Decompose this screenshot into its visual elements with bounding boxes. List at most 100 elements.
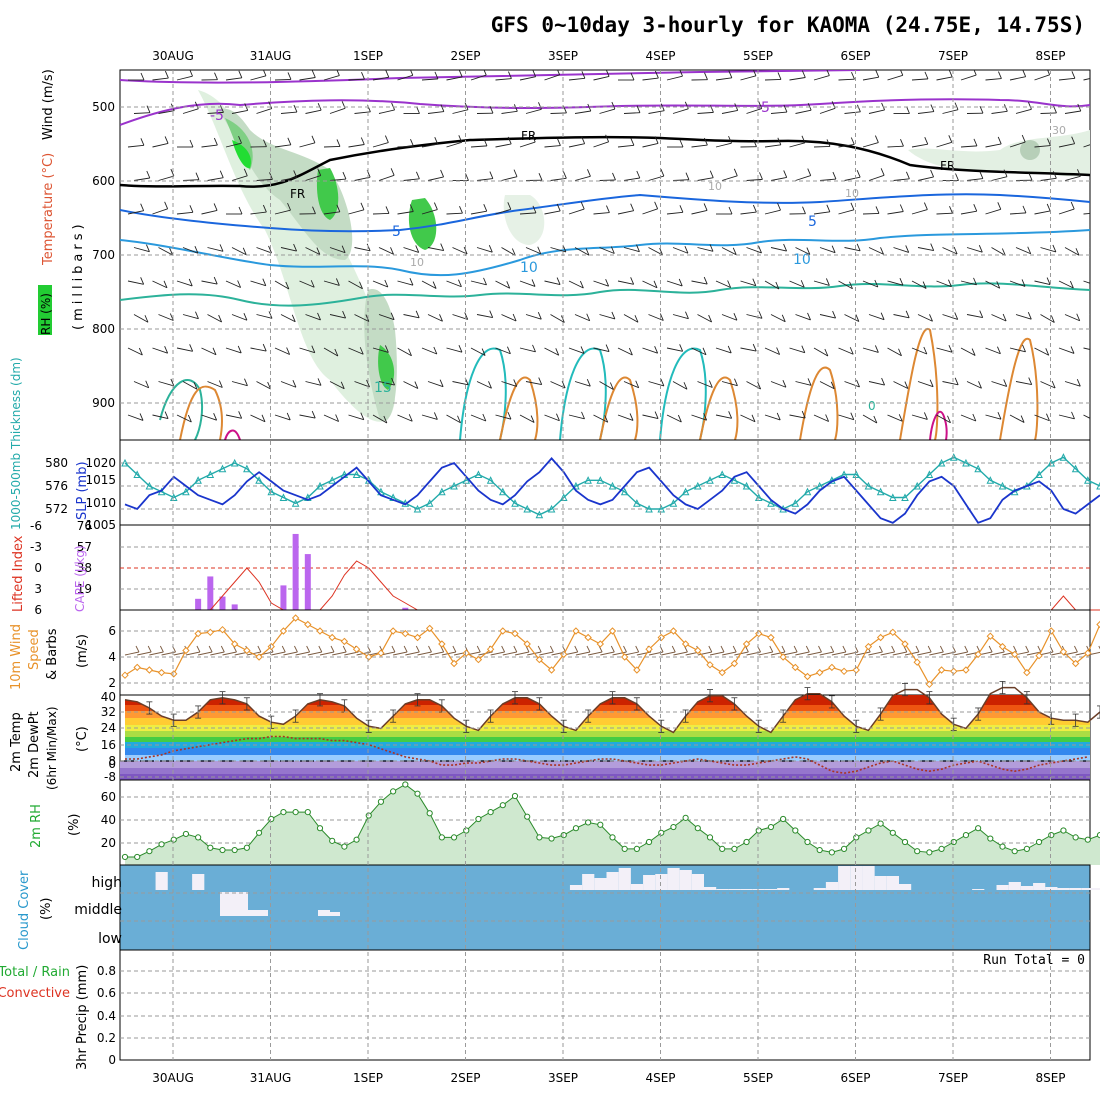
thickness-marker xyxy=(620,487,629,496)
wind-barb xyxy=(1009,280,1026,287)
wind-barb-flag xyxy=(805,645,810,653)
wind-barb xyxy=(280,247,297,252)
wind-barb xyxy=(1034,347,1049,356)
rh-marker xyxy=(719,845,726,853)
cloud-mid-bars xyxy=(220,892,340,916)
wind-barb xyxy=(403,381,419,389)
wind-marker xyxy=(121,671,129,679)
wind-barb xyxy=(1009,212,1026,215)
thickness-marker xyxy=(876,487,885,496)
wind-barb-flag xyxy=(856,243,861,252)
wind-barb xyxy=(612,651,627,656)
wind-barb xyxy=(844,381,860,388)
rh-marker xyxy=(182,830,190,838)
wind-barb xyxy=(887,74,903,81)
thickness-marker xyxy=(681,487,690,496)
thickness-marker xyxy=(962,458,970,467)
wind-barb-flag xyxy=(927,645,932,653)
wind-barb-flag xyxy=(630,277,635,285)
wind-barb xyxy=(152,414,169,420)
wind-barb-flag xyxy=(1045,348,1050,356)
wind-barb xyxy=(642,208,658,215)
wind-barb xyxy=(795,381,812,386)
wind-barb-flag xyxy=(415,245,420,253)
wind-barb xyxy=(344,651,359,656)
rh-marker xyxy=(255,829,263,836)
rh-marker xyxy=(414,790,421,797)
wind-barb-flag xyxy=(530,415,535,423)
wind-barb xyxy=(446,280,462,288)
wind-barb xyxy=(819,178,836,181)
wind-barb-flag xyxy=(384,279,389,288)
top-date-axis: 30AUG 31AUG 1SEP 2SEP 3SEP 4SEP 5SEP 6SEP 7SEP 8S… xyxy=(152,49,1065,63)
wind-barb xyxy=(274,209,291,215)
temperature-contours xyxy=(120,70,1090,440)
rh-marker xyxy=(207,844,214,851)
wind-barb xyxy=(593,347,610,353)
wind-barb-flag xyxy=(733,313,738,321)
cloud-bar xyxy=(862,866,875,890)
wind-barb xyxy=(158,247,173,256)
cloud-bar xyxy=(1094,888,1100,890)
upper-air-panel: -5 -5 FR FR FR 5 5 10 10 15 10 10 10 30 … xyxy=(92,69,1091,441)
cape-bar xyxy=(207,576,214,610)
wind-barb xyxy=(1083,78,1090,81)
wind-barb-flag xyxy=(1002,313,1007,322)
wind-barb xyxy=(648,381,665,387)
wind-barb-flag xyxy=(587,169,591,177)
wind-barb xyxy=(550,314,565,323)
wind-barb xyxy=(417,651,432,656)
wind-barb xyxy=(470,210,487,215)
rh-marker xyxy=(755,827,762,834)
wind-barb xyxy=(452,381,469,386)
wind-barb xyxy=(1064,110,1081,114)
wind-barb xyxy=(838,347,854,355)
wind-barb-flag xyxy=(188,278,193,287)
axis-tick: 16 xyxy=(101,738,116,752)
wind-barb-flag xyxy=(335,278,340,286)
wind-barb xyxy=(348,209,365,215)
wind-barb-flag xyxy=(361,71,365,80)
wind-barb xyxy=(1064,381,1081,387)
wind-barb xyxy=(623,314,639,323)
thickness-marker xyxy=(133,470,141,478)
wind-barb-flag xyxy=(900,138,904,147)
wind-barb xyxy=(936,280,952,288)
wind-barb xyxy=(271,651,286,656)
wind-barb xyxy=(691,280,708,285)
wind-barb-flag xyxy=(997,346,1001,354)
wind-barb-flag xyxy=(507,411,512,420)
wind-barb xyxy=(599,247,615,254)
wind-barb-flag xyxy=(709,170,714,178)
wind-barb xyxy=(231,247,247,256)
wind-barb-flag xyxy=(930,169,935,178)
wind-barb-flag xyxy=(208,645,213,653)
wind-marker xyxy=(182,646,190,655)
wind-barb xyxy=(250,414,266,423)
wind-barb-flag xyxy=(1051,380,1056,389)
wind-barb-flag xyxy=(826,139,831,147)
wind-marker xyxy=(974,650,982,659)
wind-barb xyxy=(942,109,959,114)
wind-barb xyxy=(642,347,658,354)
wind-barb-flag xyxy=(997,202,1002,210)
thickness-marker xyxy=(815,481,824,490)
wind-barb-flag xyxy=(781,314,786,322)
wind-barb-flag xyxy=(385,206,390,214)
wind-barb-flag xyxy=(359,281,363,289)
wind-barb xyxy=(225,77,242,81)
wind-barb-flag xyxy=(1003,379,1008,387)
axis-tick: 20 xyxy=(101,836,116,850)
wind-barb-flag xyxy=(759,172,763,180)
wind-barb-flag xyxy=(262,70,267,77)
wind-barb xyxy=(960,74,977,81)
wind-barb xyxy=(673,651,688,656)
wind-barb-flag xyxy=(415,645,420,653)
rh-marker xyxy=(1072,834,1079,841)
date-label: 7SEP xyxy=(938,1071,968,1085)
wind-barb xyxy=(495,143,512,148)
wind-barb-flag xyxy=(513,169,518,177)
wind-barb-flag xyxy=(263,139,267,147)
wind-barb-flag xyxy=(507,136,512,145)
